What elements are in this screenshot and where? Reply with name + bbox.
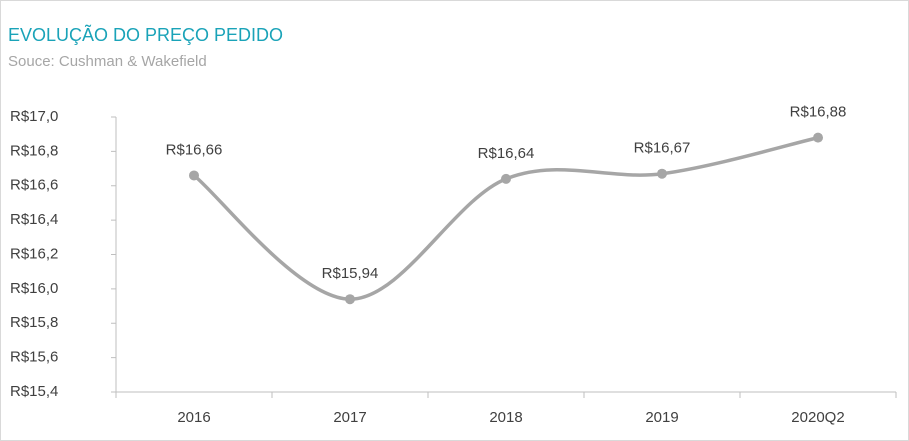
x-tick-label: 2016 [177,409,210,426]
y-tick-label: R$16,4 [10,211,58,228]
data-label: R$16,67 [634,140,691,157]
marker [813,132,823,143]
marker [501,173,511,184]
y-tick-label: R$16,0 [10,280,58,297]
x-tick-label: 2020Q2 [791,409,844,426]
y-tick-label: R$17,0 [10,108,58,125]
x-tick-label: 2019 [645,409,678,426]
y-tick-label: R$15,8 [10,314,58,331]
y-tick-label: R$16,6 [10,177,58,194]
marker [189,170,199,181]
data-label: R$16,88 [790,104,847,121]
data-label: R$16,64 [478,145,535,162]
line [192,135,820,301]
y-tick-label: R$16,8 [10,142,58,159]
y-tick-label: R$15,6 [10,349,58,366]
marker [345,294,355,305]
x-tick-label: 2018 [489,409,522,426]
y-tick-label: R$15,4 [10,383,58,400]
y-tick-label: R$16,2 [10,245,58,262]
data-label: R$16,66 [166,141,223,158]
chart-title: EVOLUÇÃO DO PREÇO PEDIDO [8,24,283,45]
x-tick-label: 2017 [333,409,366,426]
chart-subtitle: Souce: Cushman & Wakefield [8,53,207,70]
marker [657,168,667,179]
data-label: R$15,94 [322,265,379,282]
